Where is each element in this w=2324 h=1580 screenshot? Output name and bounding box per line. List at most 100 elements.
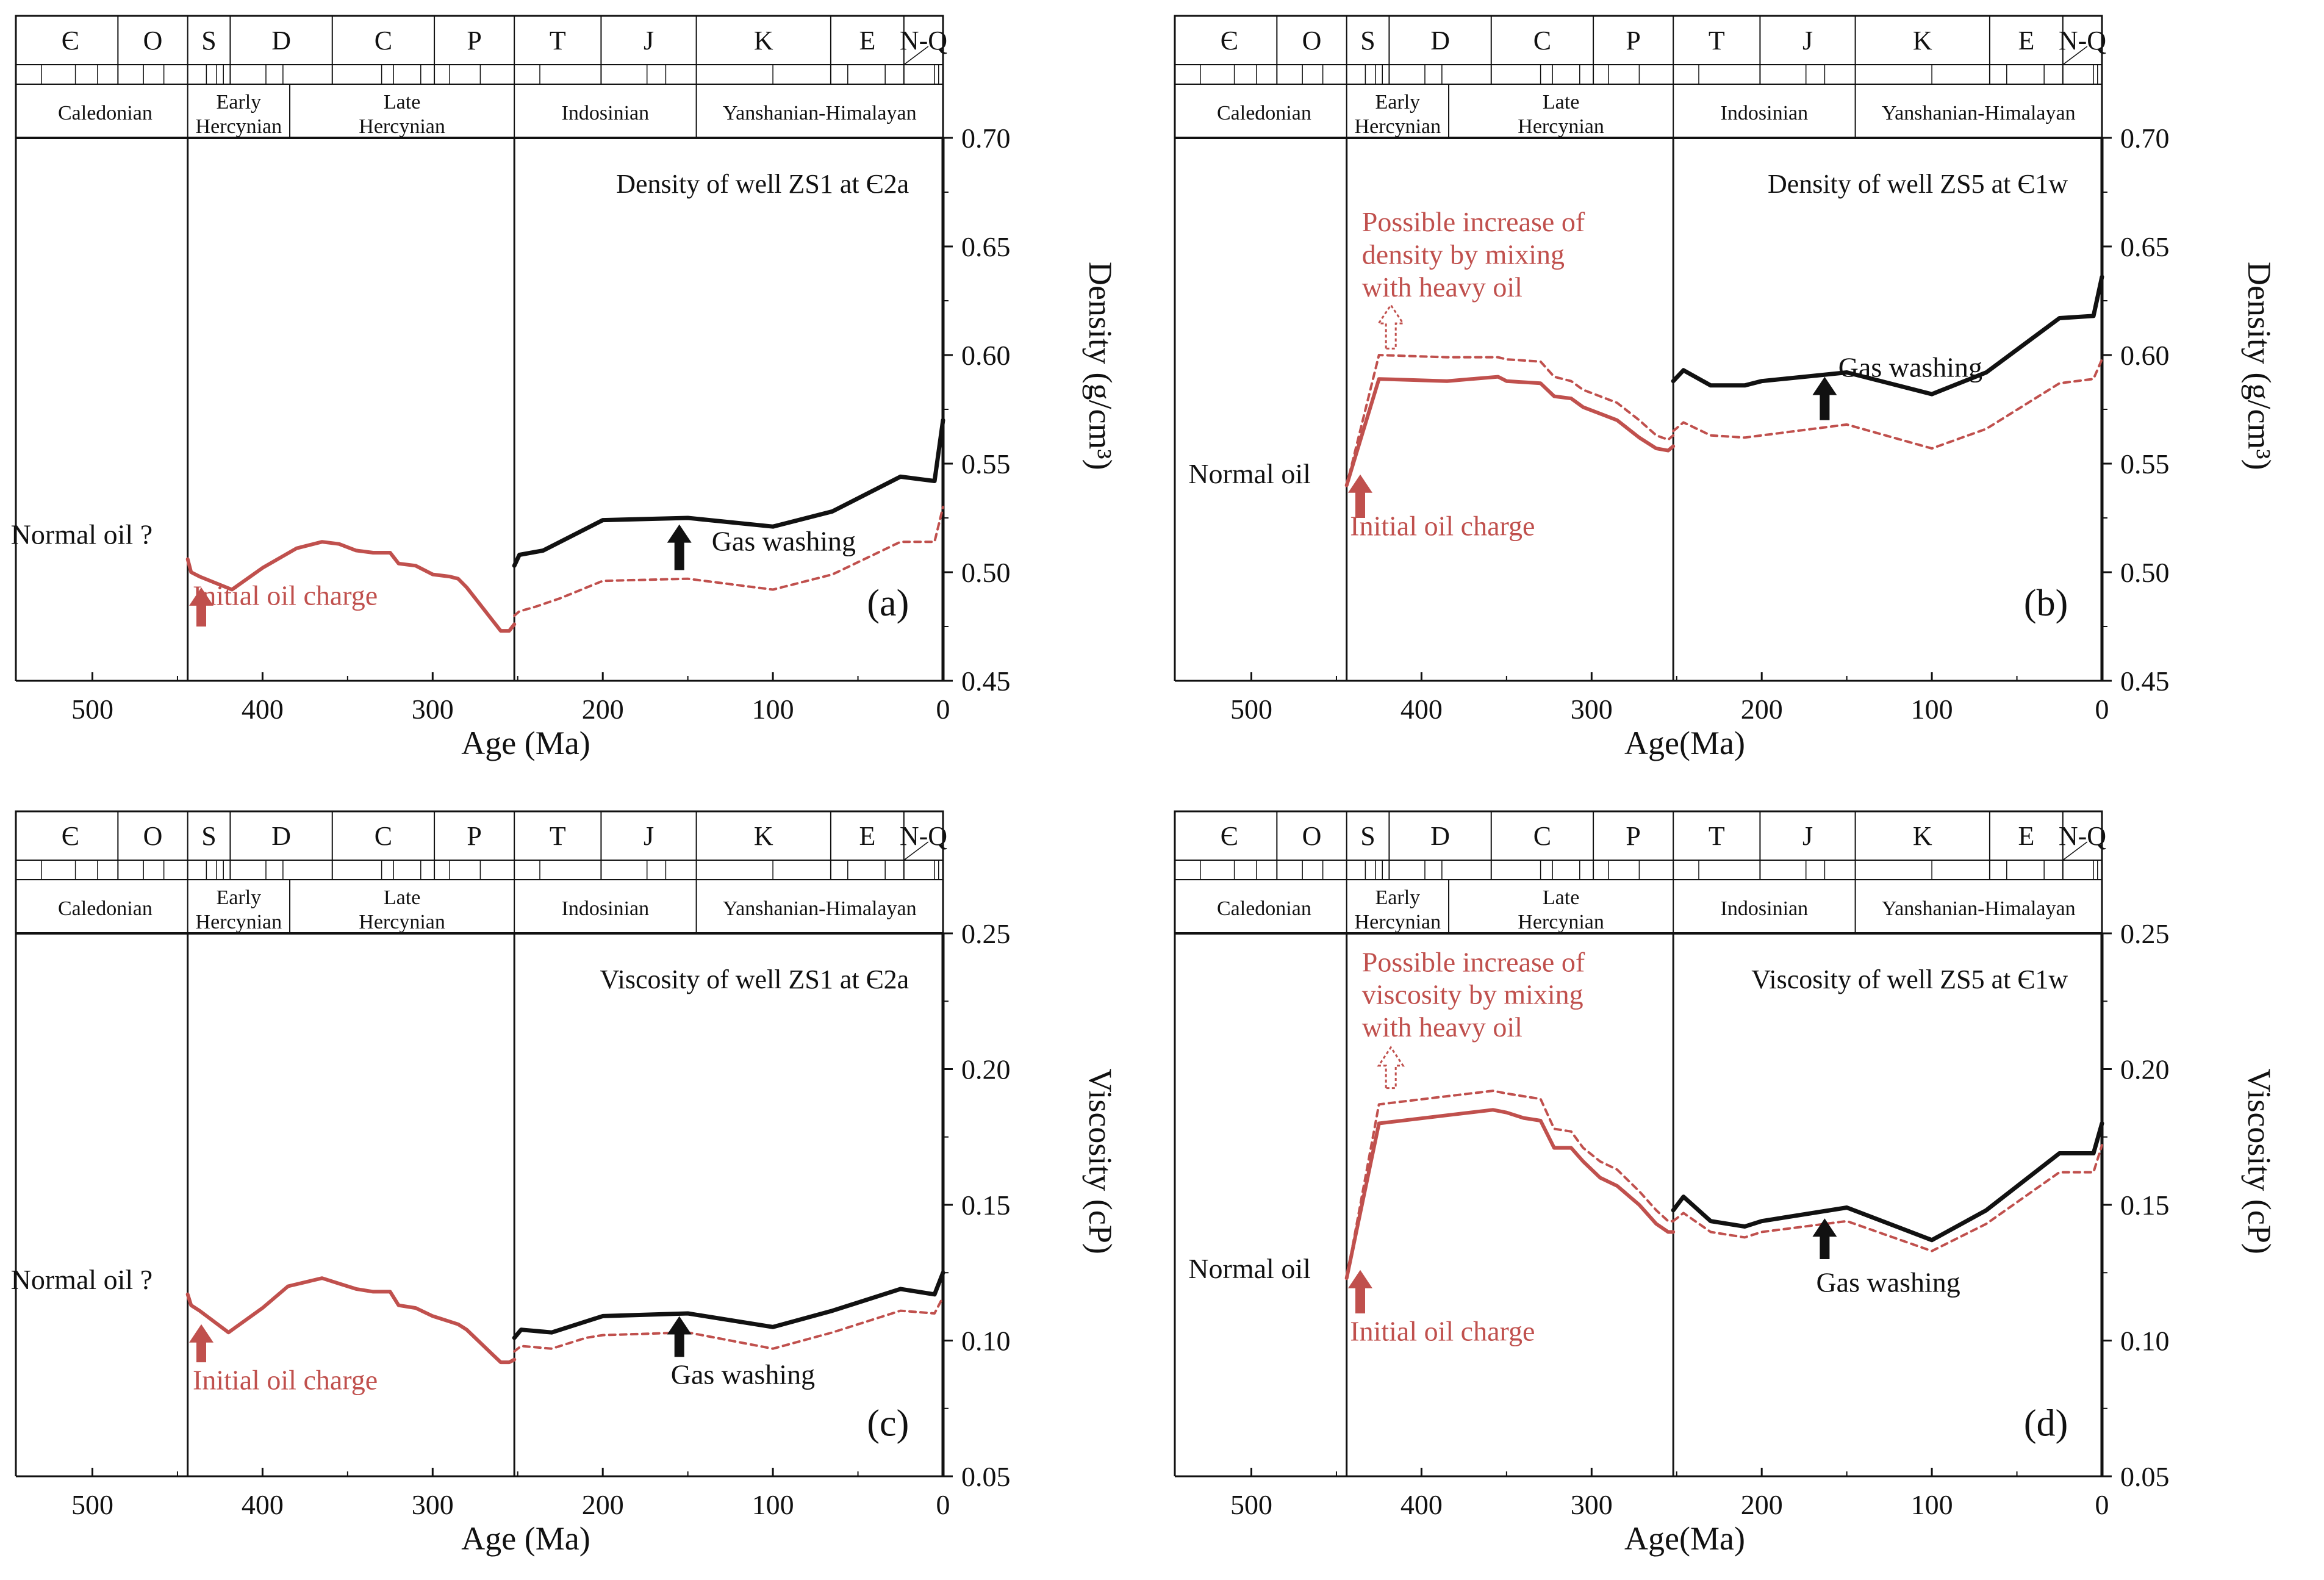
orogeny-label: Caledonian [58,102,152,124]
series-line-red-dashed [513,506,944,617]
x-tick-label: 200 [1741,1489,1783,1520]
chart-title: Density of well ZS5 at Є1w [1768,169,2068,199]
period-label: E [859,26,875,56]
period-label: T [1709,821,1725,851]
x-axis-title: Age (Ma) [461,1520,590,1557]
y-tick-label: 0.25 [961,918,1011,949]
x-tick-label: 0 [936,694,950,725]
y-tick-label: 0.20 [2120,1054,2170,1085]
x-tick-label: 300 [412,694,454,725]
orogeny-label: Late [384,91,420,113]
series-line-black-solid [512,1270,945,1340]
annotation-gas-washing: Gas washing [1816,1266,1960,1298]
period-label: Є [62,821,79,851]
orogeny-label-part: Early [217,91,262,113]
orogeny-label-part: Hercynian [1355,911,1441,933]
orogeny-label: Indosinian [562,102,650,124]
y-tick-label: 0.55 [961,448,1011,479]
orogeny-label-part: Late [384,91,420,113]
orogeny-label: Early [217,886,262,909]
orogeny-label-part: Early [217,886,262,909]
period-label: P [467,821,481,851]
orogeny-label: Hercynian [1355,115,1441,138]
series-line-red-dashed [1672,358,2103,450]
y-tick-label: 0.05 [961,1461,1011,1492]
orogeny-label: Hercynian [196,115,282,138]
annotation-normal-oil: Normal oil ? [11,519,153,550]
initial-oil-charge-arrow-icon [189,1324,213,1363]
period-label: P [467,26,481,56]
period-label: K [754,821,773,851]
orogeny-label: Caledonian [58,897,152,920]
annotation-panel-letter: (a) [867,583,909,624]
period-label: O [143,821,163,851]
x-tick-label: 300 [412,1489,454,1520]
orogeny-label: Yanshanian-Himalayan [723,897,917,920]
period-label: Є [62,26,79,56]
gas-washing-arrow-icon [667,524,692,570]
possible-increase-arrow-icon [1377,303,1405,350]
x-tick-label: 300 [1571,694,1613,725]
period-label: C [375,821,392,851]
x-axis-title: Age(Ma) [1624,1520,1745,1557]
period-label: S [201,26,216,56]
orogeny-label-part: Hercynian [359,911,445,933]
series-line-red-dashed [1345,354,1675,487]
y-tick-label: 0.70 [961,123,1011,154]
series-line-red-solid [1344,375,1676,487]
x-tick-label: 0 [2095,694,2109,725]
orogeny-label: Caledonian [1217,897,1311,920]
y-tick-label: 0.60 [2120,340,2170,371]
orogeny-label-part: Late [1543,886,1579,909]
orogeny-label-part: Hercynian [196,911,282,933]
possible-increase-arrow-icon [1377,1046,1405,1090]
annotation-normal-oil: Normal oil [1188,1253,1311,1284]
y-axis-title: Density (g/cm³) [2241,262,2278,470]
orogeny-label: Hercynian [1518,911,1604,933]
period-label: N-Q [2059,821,2106,851]
y-tick-label: 0.65 [2120,231,2170,262]
orogeny-label-part: Late [1543,91,1579,113]
y-tick-label: 0.15 [2120,1190,2170,1221]
period-label: E [2018,26,2034,56]
x-tick-label: 100 [1911,1489,1953,1520]
period-label: K [754,26,773,56]
y-tick-label: 0.05 [2120,1461,2170,1492]
y-tick-label: 0.65 [961,231,1011,262]
series-line-red-solid [185,540,517,633]
period-label: N-Q [2059,26,2106,56]
orogeny-label: Hercynian [196,911,282,933]
y-tick-label: 0.25 [2120,918,2170,949]
orogeny-label-part: Hercynian [359,115,445,138]
orogeny-label: Early [217,91,262,113]
period-label: T [1709,26,1725,56]
period-boundary-diagonal [903,841,929,861]
series-line-red-dashed [1672,1144,2103,1252]
x-tick-label: 200 [1741,694,1783,725]
period-label: C [375,26,392,56]
annotation-initial-oil-charge: Initial oil charge [193,1365,378,1396]
gas-washing-arrow-icon [1812,1218,1837,1259]
annotation-panel-letter: (c) [867,1402,909,1444]
period-label: T [550,821,566,851]
x-tick-label: 100 [752,1489,794,1520]
period-label: D [1430,26,1450,56]
x-tick-label: 500 [71,694,113,725]
period-label: T [550,26,566,56]
period-label: N-Q [900,26,947,56]
gas-washing-arrow-icon [667,1316,692,1357]
x-tick-label: 500 [71,1489,113,1520]
orogeny-label: Hercynian [359,115,445,138]
orogeny-label: Hercynian [1518,115,1604,138]
orogeny-label: Indosinian [1721,897,1809,920]
y-axis-title: Density (g/cm³) [1082,262,1119,470]
period-label: O [1302,821,1322,851]
y-tick-label: 0.55 [2120,448,2170,479]
orogeny-label: Indosinian [1721,102,1809,124]
orogeny-label: Late [1543,886,1579,909]
period-label: J [644,821,654,851]
annotation-gas-washing: Gas washing [712,525,856,556]
series-line-red-solid [1344,1108,1676,1280]
